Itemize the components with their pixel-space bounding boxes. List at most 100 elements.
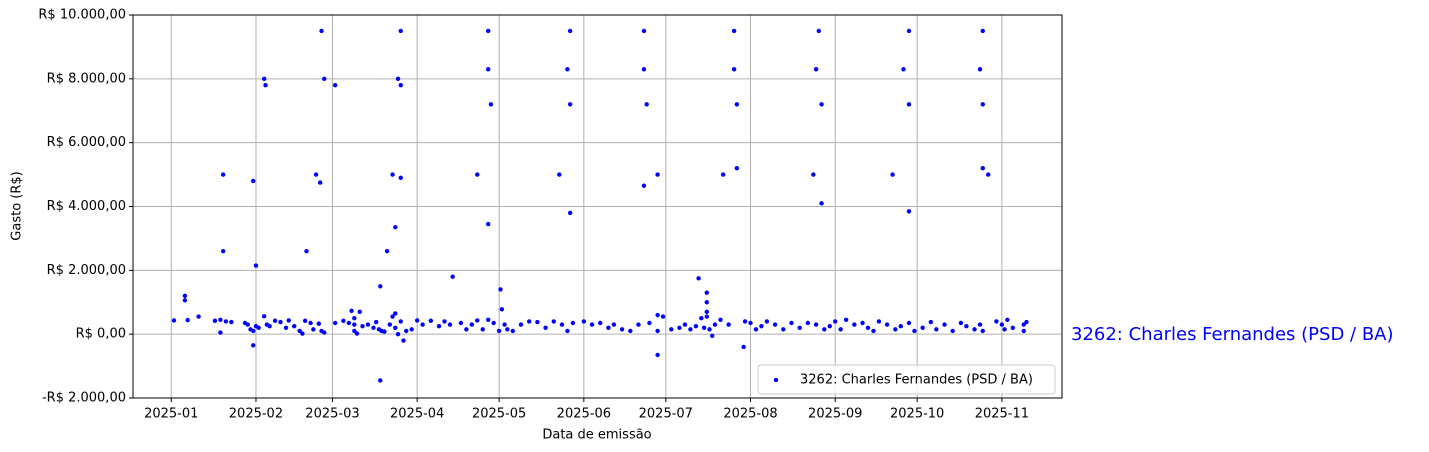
point — [488, 102, 494, 107]
point — [212, 318, 218, 323]
point — [256, 325, 261, 330]
point — [641, 28, 647, 34]
point — [726, 322, 731, 327]
point — [655, 172, 660, 177]
point — [893, 327, 898, 332]
point — [819, 201, 824, 206]
point — [308, 320, 313, 326]
point — [619, 327, 625, 332]
point — [382, 329, 387, 334]
point — [352, 322, 357, 327]
point — [218, 317, 223, 323]
point — [741, 344, 746, 350]
point — [977, 67, 983, 72]
point — [884, 322, 890, 327]
point — [559, 322, 565, 327]
point — [748, 320, 753, 326]
point — [1021, 328, 1026, 334]
point — [928, 319, 934, 325]
point — [781, 327, 786, 332]
point — [371, 325, 376, 330]
y-tick-label: R$ 4.000,00 — [47, 199, 126, 214]
point — [696, 276, 701, 281]
point — [401, 338, 406, 343]
point — [950, 328, 955, 334]
point — [220, 248, 226, 254]
point — [906, 28, 912, 34]
point — [986, 172, 991, 177]
plot-frame — [132, 14, 1063, 399]
point — [980, 166, 985, 171]
point — [398, 319, 403, 324]
legend-marker — [773, 377, 779, 383]
point — [475, 172, 480, 177]
point — [871, 328, 876, 334]
point — [505, 327, 510, 332]
point — [496, 328, 502, 334]
point — [636, 322, 641, 327]
legend-box — [757, 364, 1056, 395]
point — [581, 319, 587, 324]
annotation: 3262: Charles Fernandes (PSD / BA) — [1071, 324, 1394, 345]
point — [390, 314, 395, 319]
point — [414, 318, 420, 323]
point — [682, 322, 688, 327]
point — [486, 221, 491, 227]
point — [292, 323, 297, 329]
point — [218, 330, 223, 335]
point — [677, 325, 682, 330]
point — [647, 320, 652, 326]
point — [972, 327, 977, 332]
point — [442, 319, 447, 324]
point — [447, 322, 453, 327]
point — [906, 102, 912, 107]
point — [712, 322, 718, 327]
point — [565, 328, 570, 334]
point — [813, 67, 819, 72]
point — [185, 317, 190, 323]
point — [934, 327, 939, 332]
point — [518, 322, 524, 327]
point — [499, 307, 505, 312]
y-axis-label: Gasto (R$) — [10, 171, 25, 240]
point — [819, 102, 824, 107]
point — [898, 323, 903, 329]
point — [384, 248, 390, 254]
point — [1024, 319, 1029, 325]
point — [480, 327, 485, 332]
point — [669, 327, 674, 332]
point — [398, 83, 403, 88]
point — [263, 83, 268, 88]
point — [360, 323, 365, 329]
point — [498, 287, 503, 292]
point — [253, 263, 259, 268]
point — [701, 325, 707, 330]
point — [357, 309, 362, 315]
point — [475, 318, 480, 323]
point — [491, 320, 496, 326]
point — [920, 325, 925, 330]
point — [704, 309, 709, 315]
point — [387, 322, 393, 327]
point — [469, 322, 475, 327]
point — [526, 319, 532, 324]
point — [704, 314, 709, 319]
point — [567, 210, 573, 216]
x-tick-label: 2025-10 — [890, 407, 944, 422]
point — [980, 328, 985, 334]
point — [906, 320, 912, 326]
point — [822, 327, 827, 332]
point — [182, 293, 188, 299]
point — [688, 327, 693, 332]
point — [286, 318, 291, 323]
point — [865, 325, 871, 330]
point — [393, 225, 398, 230]
point — [838, 327, 843, 332]
point — [660, 314, 666, 319]
x-tick-label: 2025-09 — [808, 407, 862, 422]
point — [171, 318, 177, 323]
point — [942, 322, 947, 327]
x-tick-label: 2025-11 — [975, 407, 1029, 422]
point — [843, 317, 849, 323]
point — [598, 320, 603, 326]
